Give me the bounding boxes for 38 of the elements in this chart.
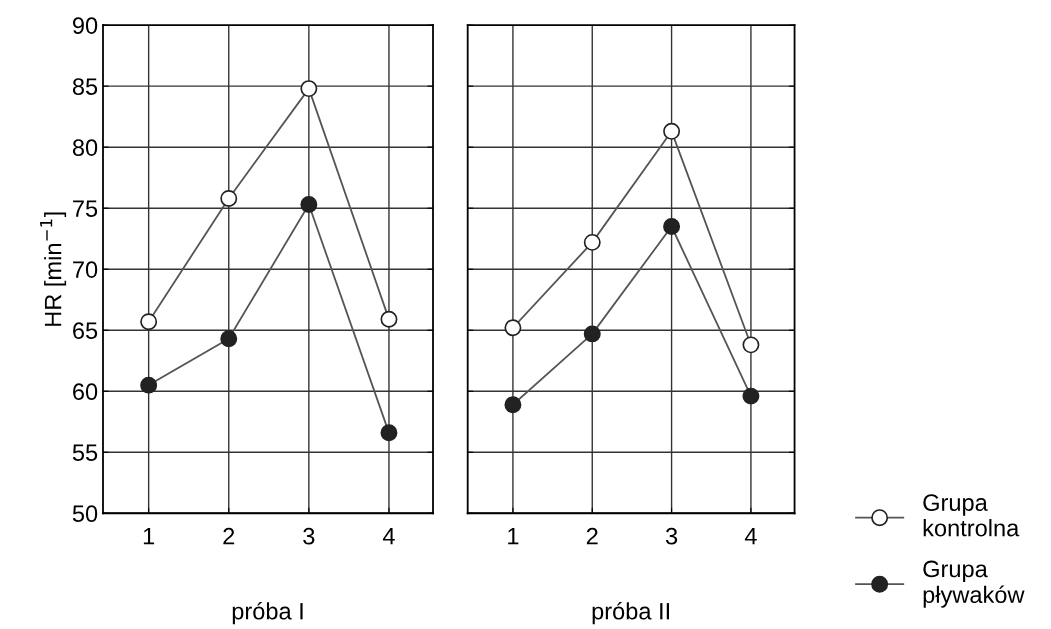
x-tick-label: 4 xyxy=(744,528,757,545)
point xyxy=(300,196,318,214)
point xyxy=(504,319,522,337)
point xyxy=(140,313,158,331)
y-tick-label: 75 xyxy=(73,200,98,217)
y-tick-label: 50 xyxy=(72,505,98,523)
point xyxy=(663,122,681,140)
point xyxy=(380,310,398,328)
point xyxy=(663,218,681,235)
y-tick-label: 90 xyxy=(72,17,98,34)
x-tick-label: 4 xyxy=(382,528,395,545)
y-tick-label: 85 xyxy=(72,78,98,95)
point xyxy=(504,396,522,414)
legend-label: Grupa kontrolna xyxy=(923,494,1020,537)
x-axis-title: próba II xyxy=(592,601,669,625)
point xyxy=(380,424,398,442)
point xyxy=(220,189,238,207)
x-tick-label: 1 xyxy=(508,528,519,545)
y-tick-label: 60 xyxy=(73,383,98,401)
point xyxy=(742,336,760,354)
point xyxy=(300,80,318,98)
y-tick-label: 80 xyxy=(72,139,98,156)
y-tick-label: 70 xyxy=(73,261,98,278)
point xyxy=(220,330,238,348)
x-tick-label: 2 xyxy=(586,527,598,545)
x-axis-title: próba I xyxy=(232,601,303,625)
point xyxy=(583,233,601,251)
point xyxy=(583,325,601,343)
point xyxy=(140,376,158,394)
x-tick-label: 3 xyxy=(303,527,315,545)
x-tick-label: 2 xyxy=(223,527,235,545)
y-tick-label: 55 xyxy=(72,444,98,462)
x-tick-label: 1 xyxy=(143,528,155,545)
y-tick-label: 65 xyxy=(73,322,98,340)
x-tick-label: 3 xyxy=(665,527,678,545)
legend-label: Grupa pływaków xyxy=(923,560,1025,608)
point xyxy=(742,387,760,405)
y-axis-title: HR [min$^{−1}$] xyxy=(40,212,67,326)
